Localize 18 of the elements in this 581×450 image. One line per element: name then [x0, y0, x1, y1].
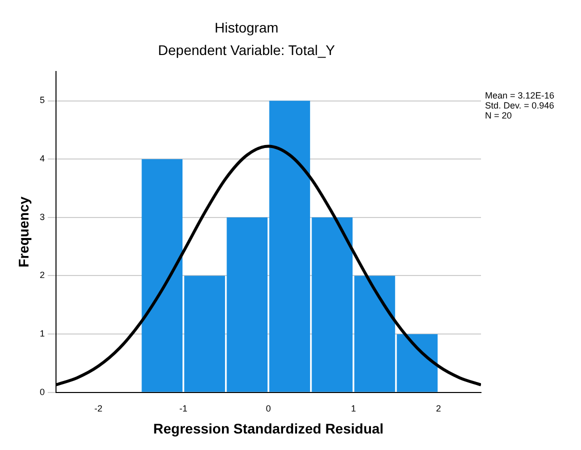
- y-tick-label: 4: [40, 154, 45, 164]
- text: N = 20: [485, 110, 512, 121]
- x-tick-label: -2: [94, 403, 102, 414]
- text: Std. Dev. = 0.946: [485, 100, 554, 111]
- y-tick-label: 2: [40, 270, 45, 280]
- x-tick-label: 0: [266, 403, 271, 414]
- chart-title: Histogram: [214, 19, 278, 36]
- text: Mean = 3.12E-16: [485, 90, 554, 101]
- y-tick-label: 5: [40, 95, 45, 106]
- y-tick-label: 0: [40, 386, 45, 397]
- y-axis-title: Frequency: [15, 196, 32, 268]
- x-tick-label: -1: [179, 403, 188, 414]
- x-tick-label: 1: [350, 403, 356, 414]
- chart-subtitle: Dependent Variable: Total_Y: [158, 42, 336, 58]
- y-tick-label: 3: [40, 212, 45, 222]
- y-tick-label: 1: [40, 328, 45, 339]
- x-axis-title: Regression Standardized Residual: [153, 420, 384, 436]
- x-tick-label: 2: [436, 403, 441, 414]
